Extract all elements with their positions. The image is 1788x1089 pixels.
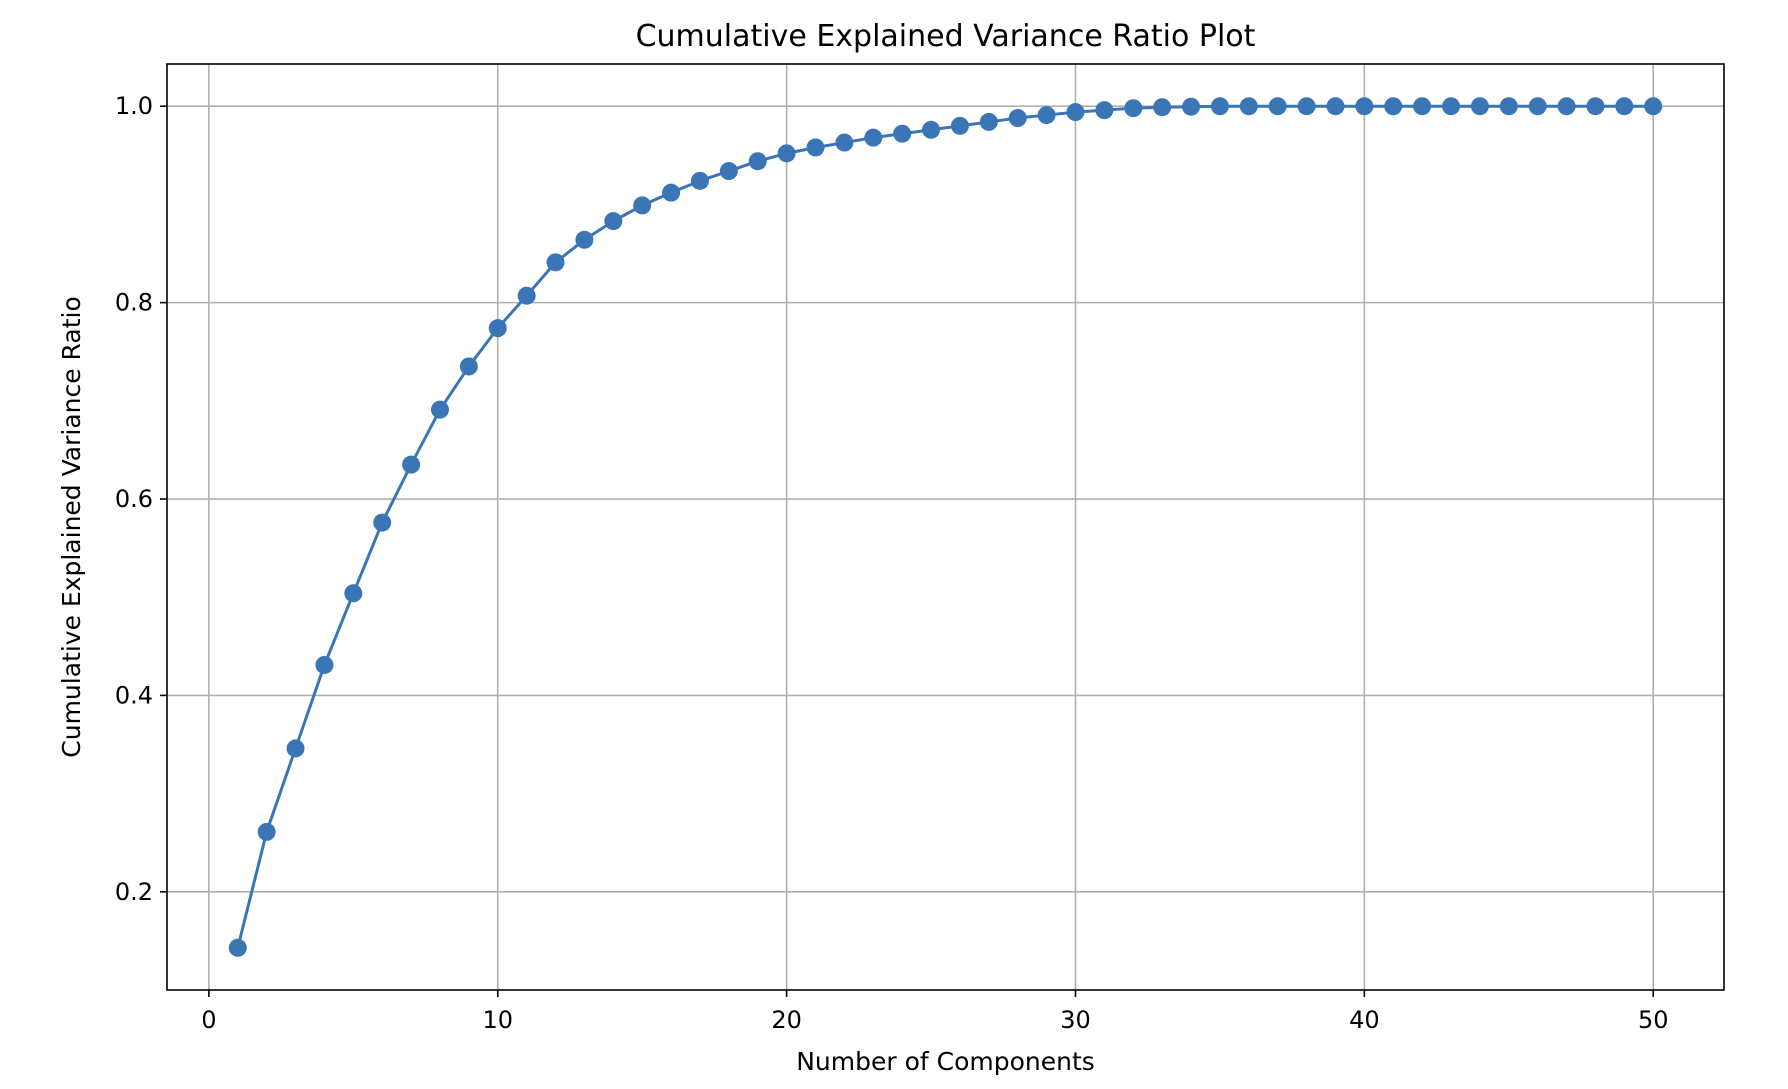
- data-point: [1153, 98, 1172, 117]
- data-point: [748, 152, 767, 171]
- data-point: [1384, 97, 1403, 116]
- y-tick-label: 1.0: [115, 92, 153, 120]
- data-point: [373, 513, 392, 532]
- grid: [167, 64, 1724, 990]
- data-point: [1008, 109, 1027, 128]
- axis-ticks: 0 10 20 30 40 50 0.2 0.4 0.6 0.8 1.0: [115, 92, 1669, 1034]
- data-point: [1557, 97, 1576, 116]
- data-point: [430, 400, 449, 419]
- data-point: [690, 171, 709, 190]
- data-point: [1499, 97, 1518, 116]
- data-point: [950, 116, 969, 135]
- data-point: [1095, 101, 1114, 120]
- x-tick-label: 50: [1638, 1006, 1669, 1034]
- x-tick-label: 0: [201, 1006, 216, 1034]
- data-point: [1297, 97, 1316, 116]
- data-point: [286, 739, 305, 758]
- y-tick-label: 0.2: [115, 878, 153, 906]
- data-point: [402, 455, 421, 474]
- data-point: [1528, 97, 1547, 116]
- x-axis-label: Number of Components: [796, 1047, 1095, 1076]
- data-point: [922, 120, 941, 139]
- data-point: [1124, 99, 1143, 118]
- axes-frame: [166, 63, 1725, 991]
- y-axis-label: Cumulative Explained Variance Ratio: [57, 296, 86, 757]
- data-point: [517, 286, 536, 305]
- series-line: [236, 104, 1654, 949]
- data-point: [835, 133, 854, 152]
- data-point: [1586, 97, 1605, 116]
- data-point: [1268, 97, 1287, 116]
- y-tick-label: 0.8: [115, 289, 153, 317]
- data-point: [257, 822, 276, 841]
- x-tick-label: 40: [1349, 1006, 1380, 1034]
- data-point: [1470, 97, 1489, 116]
- data-point: [1066, 103, 1085, 122]
- data-point: [1037, 106, 1056, 125]
- chart-title: Cumulative Explained Variance Ratio Plot: [636, 19, 1256, 54]
- data-point: [979, 112, 998, 131]
- data-point: [1644, 97, 1663, 116]
- x-tick-label: 20: [771, 1006, 802, 1034]
- data-point: [546, 253, 565, 272]
- data-point: [1210, 97, 1229, 116]
- data-point: [1615, 97, 1634, 116]
- data-series: [228, 97, 1663, 957]
- y-tick-label: 0.4: [115, 681, 153, 709]
- data-point: [459, 357, 478, 376]
- data-point: [315, 655, 334, 674]
- data-point: [1355, 97, 1374, 116]
- data-point: [1326, 97, 1345, 116]
- data-point: [1442, 97, 1461, 116]
- data-point: [575, 230, 594, 249]
- data-point: [864, 128, 883, 147]
- data-point: [228, 938, 247, 957]
- data-point: [1239, 97, 1258, 116]
- x-tick-label: 30: [1060, 1006, 1091, 1034]
- data-point: [604, 212, 623, 231]
- y-tick-label: 0.6: [115, 485, 153, 513]
- data-point: [344, 584, 363, 603]
- data-point: [662, 183, 681, 202]
- data-point: [893, 124, 912, 143]
- data-point: [806, 138, 825, 157]
- data-point: [633, 196, 652, 215]
- data-point: [777, 144, 796, 163]
- data-point: [719, 162, 738, 181]
- data-point: [488, 319, 507, 338]
- x-tick-label: 10: [482, 1006, 513, 1034]
- data-point: [1413, 97, 1432, 116]
- data-point: [1182, 97, 1201, 116]
